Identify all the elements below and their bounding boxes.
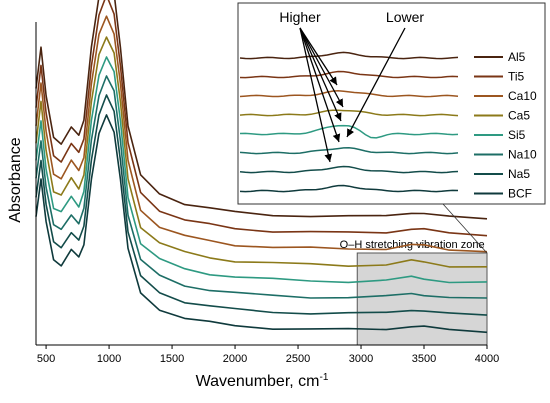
main-series-group — [35, 0, 488, 334]
x-axis-label-exponent: -1 — [319, 372, 328, 383]
x-tick-label: 3000 — [349, 353, 373, 365]
annotation-arrow — [299, 27, 333, 163]
legend-label-na5: Na5 — [508, 167, 530, 181]
x-ticks-group: 500 1000 1500 2000 2500 3000 3500 4000 — [37, 345, 499, 365]
x-tick-label: 1000 — [97, 353, 121, 365]
inset-line-bcf — [239, 184, 459, 193]
series-line-na5 — [35, 94, 488, 316]
inset-line-na10 — [239, 147, 459, 155]
inset-series-group — [239, 51, 459, 193]
inset-panel: Al5 Ti5 Ca10 Ca5 Si5 Na10 Na5 BCF Higher Lower — [237, 2, 546, 254]
series-line-ca10 — [35, 15, 488, 253]
legend-label-si5: Si5 — [508, 128, 526, 142]
inset-line-ca10 — [239, 90, 459, 98]
legend-label-ca5: Ca5 — [508, 109, 530, 123]
inset-connector-line — [442, 203, 488, 254]
annotation-arrow — [299, 27, 344, 108]
series-line-bcf — [35, 114, 488, 334]
inset-line-ti5 — [239, 70, 459, 79]
series-line-na10 — [35, 75, 488, 299]
x-tick-label: 2000 — [223, 353, 247, 365]
inset-line-al5 — [239, 51, 459, 60]
lower-annotation: Lower — [386, 9, 424, 25]
annotation-arrow — [299, 27, 342, 122]
series-line-al5 — [35, 0, 488, 220]
legend-label-na10: Na10 — [508, 148, 537, 162]
x-tick-label: 2500 — [286, 353, 310, 365]
annotation-arrow — [346, 27, 406, 138]
x-tick-label: 500 — [37, 353, 55, 365]
inset-border — [237, 2, 546, 205]
x-tick-label: 4000 — [475, 353, 499, 365]
legend: Al5 Ti5 Ca10 Ca5 Si5 Na10 Na5 BCF — [474, 50, 537, 201]
legend-label-ti5: Ti5 — [508, 70, 525, 84]
series-line-si5 — [35, 56, 488, 284]
legend-label-ca10: Ca10 — [508, 89, 537, 103]
annotation-arrow — [299, 27, 341, 143]
inset-line-si5 — [239, 124, 459, 139]
series-line-ti5 — [35, 0, 488, 237]
inset-line-ca5 — [239, 109, 459, 117]
legend-label-al5: Al5 — [508, 50, 526, 64]
annotation-arrows — [299, 27, 406, 163]
x-axis-label: Wavenumber, cm-1 — [196, 372, 329, 390]
series-line-ca5 — [35, 36, 488, 268]
inset-line-na5 — [239, 165, 459, 174]
legend-label-bcf: BCF — [508, 187, 532, 201]
y-axis-label: Absorbance — [7, 137, 24, 222]
x-tick-label: 3500 — [412, 353, 436, 365]
higher-annotation: Higher — [279, 9, 321, 25]
x-tick-label: 1500 — [160, 353, 184, 365]
annotation-arrow — [299, 27, 338, 86]
x-axis-label-main: Wavenumber, cm — [196, 373, 320, 390]
